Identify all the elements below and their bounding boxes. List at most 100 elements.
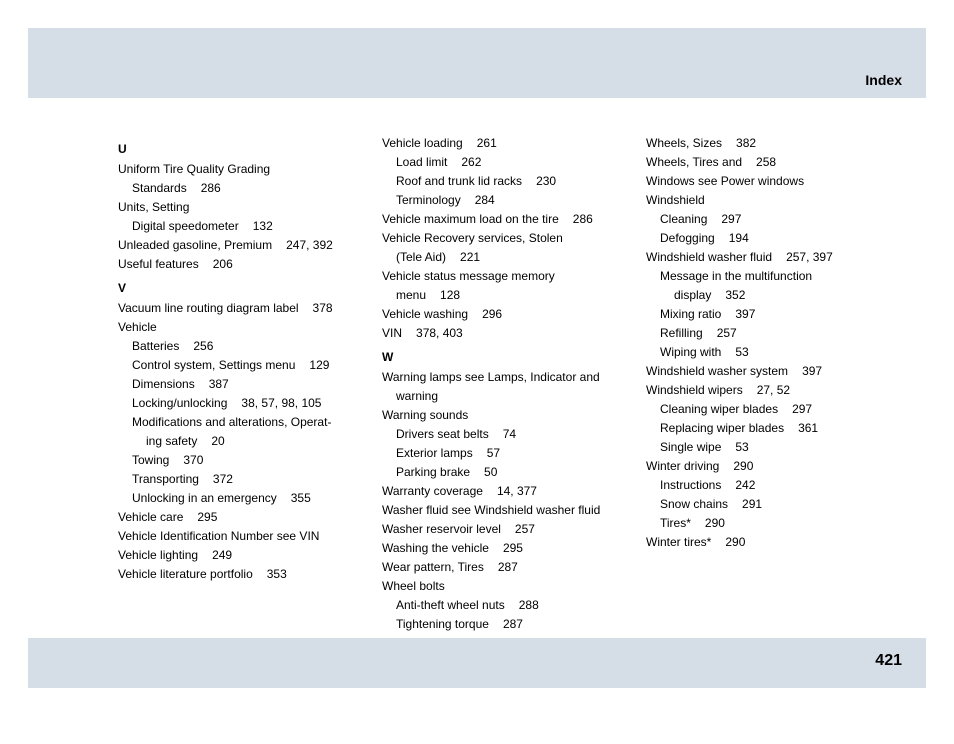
- entry-text: Washing the vehicle: [382, 541, 489, 555]
- index-entry: Refilling257: [646, 324, 890, 342]
- entry-pages: 291: [742, 497, 762, 511]
- index-entry: Parking brake50: [382, 463, 626, 481]
- entry-pages: 355: [291, 491, 311, 505]
- entry-text: Unleaded gasoline, Premium: [118, 238, 272, 252]
- page-number: 421: [875, 652, 902, 670]
- index-entry: Vehicle maximum load on the tire 286: [382, 210, 626, 228]
- entry-pages: 74: [503, 427, 516, 441]
- entry-text: Units, Setting: [118, 200, 189, 214]
- entry-text: Terminology: [396, 193, 461, 207]
- entry-text: Vehicle maximum load on the tire: [382, 212, 559, 226]
- index-entry: Instructions242: [646, 476, 890, 494]
- index-entry: Uniform Tire Quality Grading: [118, 160, 362, 178]
- index-entry: Cleaning 297: [646, 210, 890, 228]
- entry-pages: 20: [211, 434, 224, 448]
- entry-pages: 14, 377: [497, 484, 537, 498]
- entry-text: Useful features: [118, 257, 199, 271]
- entry-pages: 297: [792, 402, 812, 416]
- index-entry: Warranty coverage14, 377: [382, 482, 626, 500]
- entry-pages: 352: [725, 288, 745, 302]
- entry-text: Wheels, Sizes: [646, 136, 722, 150]
- entry-text: Vehicle lighting: [118, 548, 198, 562]
- entry-pages: 230: [536, 174, 556, 188]
- entry-text: Standards: [132, 181, 187, 195]
- entry-text: Refilling: [660, 326, 703, 340]
- entry-pages: 242: [735, 478, 755, 492]
- entry-pages: 295: [197, 510, 217, 524]
- entry-text: Warning lamps see Lamps, Indicator and: [382, 370, 600, 384]
- entry-text: Load limit: [396, 155, 447, 169]
- index-entry: Windshield: [646, 191, 890, 209]
- index-entry: Windshield washer system397: [646, 362, 890, 380]
- index-entry: Single wipe 53: [646, 438, 890, 456]
- index-entry: Washer fluid see Windshield washer fluid: [382, 501, 626, 519]
- section-letter: V: [118, 279, 362, 297]
- index-entry: Defogging194: [646, 229, 890, 247]
- entry-pages: 397: [802, 364, 822, 378]
- entry-text: Tightening torque: [396, 617, 489, 631]
- entry-pages: 290: [725, 535, 745, 549]
- header-bar: Index: [28, 28, 926, 98]
- entry-pages: 53: [735, 440, 748, 454]
- index-entry: Warning sounds: [382, 406, 626, 424]
- entry-text: Vacuum line routing diagram label: [118, 301, 299, 315]
- entry-text: Single wipe: [660, 440, 721, 454]
- index-entry: Drivers seat belts74: [382, 425, 626, 443]
- entry-pages: 297: [721, 212, 741, 226]
- header-title: Index: [865, 72, 902, 88]
- entry-pages: 290: [705, 516, 725, 530]
- entry-text: Winter tires*: [646, 535, 711, 549]
- entry-pages: 257: [515, 522, 535, 536]
- entry-text: Vehicle literature portfolio: [118, 567, 253, 581]
- entry-text: Wiping with: [660, 345, 721, 359]
- index-entry: Windshield wipers27, 52: [646, 381, 890, 399]
- entry-text: Vehicle Identification Number see VIN: [118, 529, 319, 543]
- index-entry: Load limit262: [382, 153, 626, 171]
- entry-text: Windshield: [646, 193, 705, 207]
- index-entry: VIN378, 403: [382, 324, 626, 342]
- index-entry: Anti-theft wheel nuts288: [382, 596, 626, 614]
- index-entry: Cleaning wiper blades297: [646, 400, 890, 418]
- entry-pages: 378, 403: [416, 326, 463, 340]
- entry-text: Control system, Settings menu: [132, 358, 295, 372]
- entry-text: Vehicle status message memory: [382, 269, 555, 283]
- index-column: U Uniform Tire Quality Grading Standards 28…: [118, 134, 362, 634]
- entry-text: Vehicle: [118, 320, 157, 334]
- entry-text: Parking brake: [396, 465, 470, 479]
- index-entry: Winter driving290: [646, 457, 890, 475]
- entry-text: Cleaning: [660, 212, 707, 226]
- section-letter: U: [118, 140, 362, 158]
- index-entry: Terminology 284: [382, 191, 626, 209]
- entry-pages: 286: [201, 181, 221, 195]
- index-entry: Vehicle Identification Number see VIN: [118, 527, 362, 545]
- entry-pages: 249: [212, 548, 232, 562]
- entry-text: Windshield wipers: [646, 383, 743, 397]
- entry-text: Vehicle care: [118, 510, 183, 524]
- index-entry: Dimensions387: [118, 375, 362, 393]
- entry-text: Replacing wiper blades: [660, 421, 784, 435]
- index-entry: Vehicle care 295: [118, 508, 362, 526]
- entry-text: Tires*: [660, 516, 691, 530]
- entry-text: Vehicle loading: [382, 136, 463, 150]
- entry-text: Locking/unlocking: [132, 396, 227, 410]
- index-column: Wheels, Sizes382Wheels, Tires and258Wind…: [646, 134, 890, 634]
- entry-text: Modifications and alterations, Operat-: [132, 415, 331, 429]
- entry-pages: 372: [213, 472, 233, 486]
- index-entry: Wheel bolts: [382, 577, 626, 595]
- index-entry: Vehicle washing296: [382, 305, 626, 323]
- footer-bar: 421: [28, 638, 926, 688]
- index-entry: menu128: [382, 286, 626, 304]
- entry-pages: 361: [798, 421, 818, 435]
- index-entry: Locking/unlocking38, 57, 98, 105: [118, 394, 362, 412]
- entry-pages: 284: [475, 193, 495, 207]
- entry-pages: 128: [440, 288, 460, 302]
- index-entry: Snow chains291: [646, 495, 890, 513]
- entry-text: Roof and trunk lid racks: [396, 174, 522, 188]
- entry-pages: 256: [193, 339, 213, 353]
- entry-text: Batteries: [132, 339, 179, 353]
- index-entry: Useful features206: [118, 255, 362, 273]
- entry-pages: 247, 392: [286, 238, 333, 252]
- entry-pages: 57: [487, 446, 500, 460]
- index-entry: Windshield washer fluid257, 397: [646, 248, 890, 266]
- entry-pages: 286: [573, 212, 593, 226]
